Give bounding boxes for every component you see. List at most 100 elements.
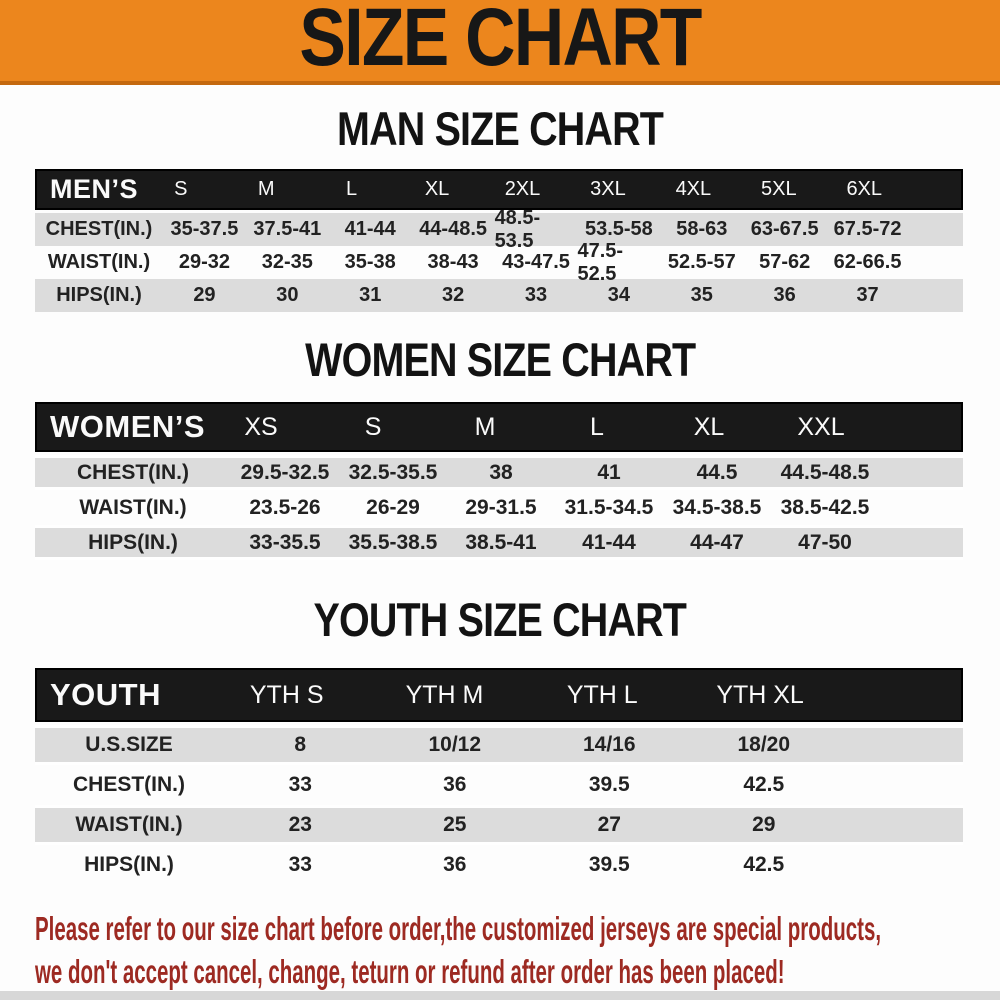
- table-row: WAIST(IN.) 23.5-26 26-29 29-31.5 31.5-34…: [35, 490, 963, 525]
- cell-value: 33: [288, 773, 312, 796]
- cell-value: 67.5-72: [833, 218, 902, 240]
- cell-value: 48.5-53.5: [494, 206, 541, 252]
- cell-value: 36: [773, 284, 796, 306]
- cell-value: 29-32: [178, 251, 231, 273]
- cell-value: 62-66.5: [833, 251, 902, 273]
- table-row: CHEST(IN.) 29.5-32.5 32.5-35.5 38 41 44.…: [35, 455, 963, 490]
- row-label: CHEST(IN.): [45, 218, 153, 240]
- cell-value: 34: [607, 284, 631, 306]
- cell-value: 33-35.5: [249, 530, 321, 554]
- cell-value: 42.5: [743, 773, 785, 796]
- cell-value: 58-63: [676, 218, 728, 240]
- cell-value: 8: [294, 733, 307, 756]
- cell-value: 44-48.5: [419, 218, 488, 240]
- cell-value: 52.5-57: [667, 251, 736, 273]
- cell-value: 42.5: [743, 853, 785, 876]
- cell-value: 31.5-34.5: [564, 495, 654, 519]
- cell-value: 29.5-32.5: [240, 460, 330, 484]
- column-header: S: [174, 178, 188, 200]
- cell-value: 38-43: [427, 251, 479, 273]
- cell-value: 43-47.5: [502, 251, 570, 273]
- row-label: WAIST(IN.): [75, 813, 183, 836]
- column-header: 3XL: [590, 178, 626, 200]
- row-end-spacer: [879, 528, 963, 557]
- cell-value: 32.5-35.5: [348, 460, 438, 484]
- cell-value: 23.5-26: [249, 495, 321, 519]
- cell-value: 26-29: [366, 495, 420, 519]
- row-end-spacer: [909, 246, 963, 279]
- cell-value: 18/20: [737, 733, 791, 756]
- column-header: S: [364, 412, 382, 441]
- women-section-heading: WOMEN SIZE CHART: [0, 336, 1000, 384]
- disclaimer-text-1: Please refer to our size chart before or…: [35, 910, 882, 947]
- column-header: YTH M: [405, 680, 484, 709]
- table-row: WAIST(IN.) 29-32 32-35 35-38 38-43 43-47…: [35, 239, 963, 285]
- cell-value: 10/12: [428, 733, 482, 756]
- column-header: XXL: [797, 412, 845, 441]
- cell-value: 36: [443, 773, 467, 796]
- cell-value: 38.5-42.5: [780, 495, 870, 519]
- youth-size-section: YOUTH SIZE CHART YOUTH YTH S YTH M YTH L…: [0, 596, 1000, 885]
- column-header: L: [346, 178, 358, 200]
- cell-value: 44.5: [696, 460, 738, 484]
- column-header: M: [474, 412, 496, 441]
- disclaimer-line: Please refer to our size chart before or…: [35, 907, 1000, 950]
- cell-value: 25: [443, 813, 467, 836]
- row-label: HIPS(IN.): [56, 284, 142, 306]
- cell-value: 44-47: [690, 530, 744, 554]
- cell-value: 27: [597, 813, 621, 836]
- row-end-spacer: [841, 808, 963, 842]
- cell-value: 32: [441, 284, 465, 306]
- youth-table-header-row: YOUTH YTH S YTH M YTH L YTH XL: [35, 668, 963, 722]
- cell-value: 53.5-58: [584, 218, 653, 240]
- table-row: CHEST(IN.) 35-37.5 37.5-41 41-44 44-48.5…: [35, 206, 963, 252]
- header-end-spacer: [839, 670, 961, 720]
- cell-value: 31: [359, 284, 382, 306]
- row-label: U.S.SIZE: [85, 733, 173, 756]
- cell-value: 39.5: [588, 853, 630, 876]
- column-header: XL: [424, 178, 450, 200]
- column-header: 2XL: [504, 178, 541, 200]
- cell-value: 30: [276, 284, 299, 306]
- column-header: L: [590, 412, 604, 441]
- cell-value: 44.5-48.5: [780, 460, 870, 484]
- column-header: YTH XL: [716, 680, 804, 709]
- man-size-table: MEN’S S M L XL 2XL 3XL 4XL 5XL 6XL CHEST…: [35, 169, 963, 312]
- cell-value: 34.5-38.5: [672, 495, 762, 519]
- cell-value: 47-50: [798, 530, 852, 554]
- cell-value: 29-31.5: [465, 495, 537, 519]
- cell-value: 35.5-38.5: [348, 530, 438, 554]
- row-end-spacer: [841, 728, 963, 762]
- table-row: U.S.SIZE 8 10/12 14/16 18/20: [35, 725, 963, 765]
- row-label: WAIST(IN.): [47, 251, 151, 273]
- cell-value: 63-67.5: [750, 218, 819, 240]
- women-group-label: WOMEN’S: [50, 409, 206, 444]
- cell-value: 36: [443, 853, 467, 876]
- column-header: 6XL: [846, 178, 883, 200]
- disclaimer-line: we don't accept cancel, change, teturn o…: [35, 950, 1000, 993]
- row-label: CHEST(IN.): [77, 460, 189, 484]
- column-header: 4XL: [675, 178, 712, 200]
- banner-title: SIZE CHART: [299, 0, 702, 83]
- cell-value: 38: [489, 460, 513, 484]
- women-size-section: WOMEN SIZE CHART WOMEN’S XS S M L XL XXL…: [0, 336, 1000, 560]
- man-heading-text: MAN SIZE CHART: [337, 102, 664, 155]
- row-end-spacer: [841, 765, 963, 805]
- header-end-spacer: [907, 171, 961, 208]
- row-label: HIPS(IN.): [84, 853, 174, 876]
- man-table-header-row: MEN’S S M L XL 2XL 3XL 4XL 5XL 6XL: [35, 169, 963, 210]
- women-size-table: WOMEN’S XS S M L XL XXL CHEST(IN.) 29.5-…: [35, 402, 963, 560]
- youth-heading-text: YOUTH SIZE CHART: [313, 593, 687, 646]
- column-header: XS: [244, 412, 278, 441]
- row-end-spacer: [841, 845, 963, 885]
- cell-value: 39.5: [588, 773, 630, 796]
- table-row: WAIST(IN.) 23 25 27 29: [35, 805, 963, 845]
- cell-value: 37.5-41: [253, 218, 322, 240]
- man-group-label: MEN’S: [50, 174, 139, 204]
- women-heading-text: WOMEN SIZE CHART: [304, 333, 696, 386]
- youth-group-label: YOUTH: [50, 677, 161, 712]
- bottom-edge-strip: [0, 991, 1000, 1000]
- cell-value: 47.5-52.5: [577, 239, 624, 285]
- cell-value: 33: [524, 284, 548, 306]
- cell-value: 35-37.5: [170, 218, 239, 240]
